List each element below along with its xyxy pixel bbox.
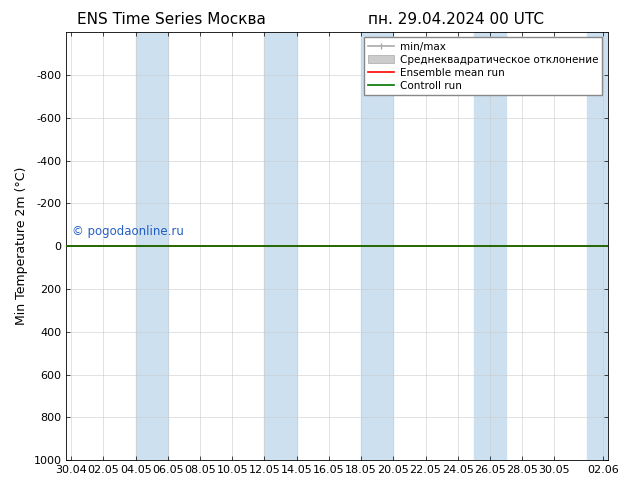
Text: ENS Time Series Москва: ENS Time Series Москва (77, 12, 266, 27)
Legend: min/max, Среднеквадратическое отклонение, Ensemble mean run, Controll run: min/max, Среднеквадратическое отклонение… (364, 37, 602, 95)
Bar (264, 32, 297, 460)
Y-axis label: Min Temperature 2m (°C): Min Temperature 2m (°C) (15, 167, 28, 325)
Text: пн. 29.04.2024 00 UTC: пн. 29.04.2024 00 UTC (368, 12, 544, 27)
Bar (586, 32, 611, 460)
Text: © pogodaonline.ru: © pogodaonline.ru (72, 225, 184, 239)
Bar (136, 32, 168, 460)
Bar (474, 32, 506, 460)
Bar (361, 32, 393, 460)
